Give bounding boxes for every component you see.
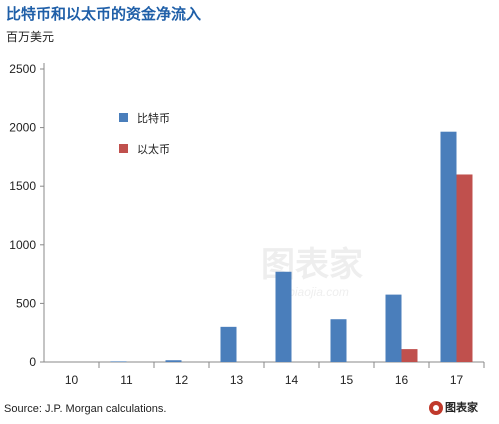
x-tick-label: 11 (120, 373, 133, 387)
watermark-sub: Tubiaojia.com (275, 285, 349, 299)
bar-ether-16 (401, 349, 418, 362)
legend-swatch (119, 144, 128, 153)
legend-swatch (119, 113, 128, 122)
source-note: Source: J.P. Morgan calculations. (4, 403, 167, 415)
y-axis: 0 500 1000 1500 2000 2500 (9, 62, 45, 369)
y-tick-label: 1000 (9, 238, 36, 252)
unit-label: 百万美元 (6, 30, 55, 44)
logo-icon (429, 401, 443, 415)
x-tick-label: 12 (175, 373, 189, 387)
x-tick-label: 15 (340, 373, 354, 387)
bar-bitcoin-11 (110, 361, 127, 362)
chart-title: 比特币和以太币的资金净流入 (6, 5, 202, 23)
x-tick-label: 16 (395, 373, 409, 387)
x-tick-label: 10 (65, 373, 79, 387)
y-tick-label: 2000 (9, 121, 36, 135)
bar-ether-17 (456, 174, 473, 362)
bar-bitcoin-17 (440, 131, 457, 362)
bar-bitcoin-14 (275, 271, 292, 362)
y-tick-label: 2500 (9, 62, 36, 76)
bar-bitcoin-12 (165, 360, 182, 362)
x-tick-label: 13 (230, 373, 244, 387)
bars (110, 131, 473, 362)
brand-logo: 图表家 (428, 397, 496, 419)
y-tick-label: 1500 (9, 179, 36, 193)
x-tick-label: 14 (285, 373, 299, 387)
x-axis: 10 11 12 13 14 15 16 17 (44, 361, 485, 387)
bar-bitcoin-13 (220, 326, 237, 362)
bar-bitcoin-16 (385, 294, 402, 362)
bar-bitcoin-15 (330, 319, 347, 362)
legend-label: 比特币 (137, 111, 170, 125)
legend-label: 以太币 (137, 143, 170, 156)
y-tick-label: 500 (16, 296, 36, 310)
y-tick-label: 0 (29, 355, 36, 369)
logo-text: 图表家 (445, 401, 478, 414)
x-tick-label: 17 (450, 373, 464, 387)
